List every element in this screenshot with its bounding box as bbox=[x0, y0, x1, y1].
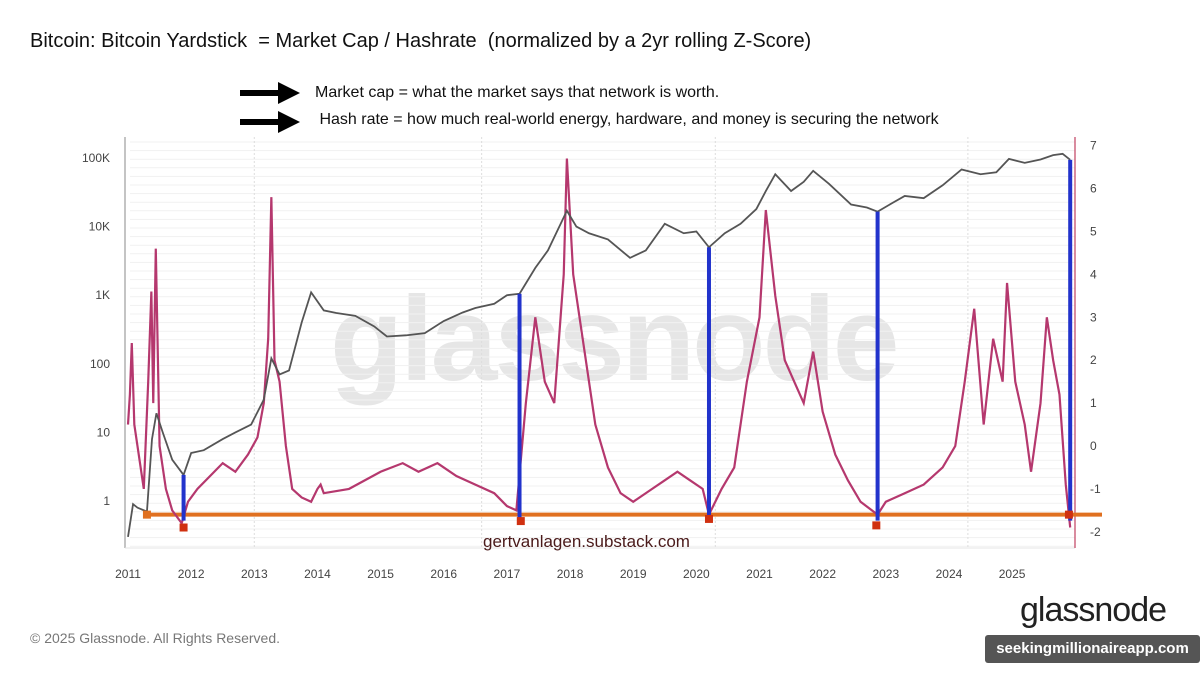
bottom-mark bbox=[516, 517, 525, 526]
copyright: © 2025 Glassnode. All Rights Reserved. bbox=[30, 630, 281, 646]
y-right-tick-label: -1 bbox=[1090, 482, 1101, 496]
x-tick-label: 2012 bbox=[178, 567, 205, 581]
y-right-tick-label: 7 bbox=[1090, 139, 1097, 153]
note-market-cap: Market cap = what the market says that n… bbox=[315, 84, 720, 101]
y-left-tick-label: 100 bbox=[90, 357, 110, 371]
y-right-tick-label: 0 bbox=[1090, 439, 1097, 453]
x-tick-label: 2019 bbox=[620, 567, 647, 581]
x-tick-label: 2025 bbox=[999, 567, 1026, 581]
source-overlay: seekingmillionaireapp.com bbox=[985, 635, 1200, 663]
credit-text: gertvanlagen.substack.com bbox=[483, 532, 690, 551]
x-tick-label: 2011 bbox=[115, 567, 141, 581]
arrow-right-icon bbox=[240, 82, 300, 104]
bottom-mark bbox=[179, 523, 188, 532]
chart-title: Bitcoin: Bitcoin Yardstick = Market Cap … bbox=[30, 30, 812, 52]
y-left-tick-label: 1K bbox=[95, 288, 110, 302]
x-tick-label: 2024 bbox=[936, 567, 963, 581]
x-tick-label: 2017 bbox=[494, 567, 521, 581]
x-tick-label: 2013 bbox=[241, 567, 268, 581]
price-series-line bbox=[127, 152, 1071, 538]
arrow-right-icon bbox=[240, 111, 300, 133]
bottom-mark bbox=[872, 521, 881, 530]
x-tick-label: 2023 bbox=[872, 567, 899, 581]
y-right-tick-label: 2 bbox=[1090, 353, 1097, 367]
y-right-tick-label: -2 bbox=[1090, 525, 1101, 539]
y-right-tick-label: 1 bbox=[1090, 396, 1097, 410]
zscore-series-line bbox=[126, 158, 1072, 528]
x-tick-label: 2018 bbox=[557, 567, 584, 581]
note-hash-rate: Hash rate = how much real-world energy, … bbox=[315, 111, 939, 128]
glassnode-watermark: glassnode bbox=[330, 272, 899, 406]
y-left-tick-label: 10K bbox=[89, 220, 110, 234]
y-left-tick-label: 10 bbox=[97, 425, 111, 439]
x-tick-label: 2014 bbox=[304, 567, 331, 581]
y-right-tick-label: 5 bbox=[1090, 225, 1097, 239]
x-tick-label: 2022 bbox=[809, 567, 836, 581]
start-mark bbox=[142, 510, 151, 519]
x-tick-label: 2021 bbox=[746, 567, 773, 581]
y-left-tick-label: 1 bbox=[103, 494, 110, 508]
x-tick-label: 2016 bbox=[430, 567, 457, 581]
bottom-mark bbox=[1064, 510, 1073, 519]
y-left-tick-label: 100K bbox=[82, 151, 110, 165]
y-right-tick-label: 3 bbox=[1090, 310, 1097, 324]
bottom-mark bbox=[704, 514, 713, 523]
x-tick-label: 2020 bbox=[683, 567, 710, 581]
y-right-tick-label: 4 bbox=[1090, 267, 1097, 281]
x-tick-label: 2015 bbox=[367, 567, 394, 581]
glassnode-logo: glassnode bbox=[1020, 591, 1167, 629]
y-right-tick-label: 6 bbox=[1090, 182, 1097, 196]
